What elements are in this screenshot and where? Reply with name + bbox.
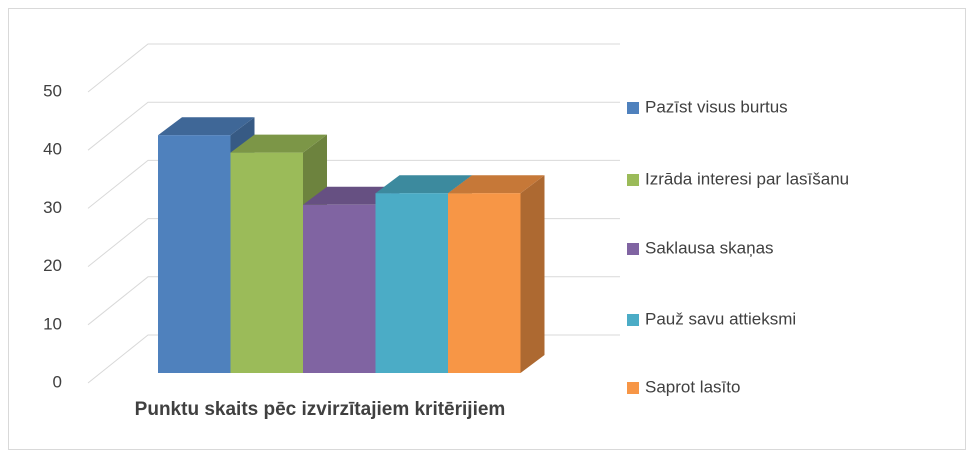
bar-top [375,175,472,194]
legend-label: Pauž savu attieksmi [645,309,796,328]
bar-top [303,186,400,205]
y-tick-label: 30 [43,198,62,217]
bar-front [158,135,231,373]
grid-line [87,101,620,151]
grid-line [87,159,620,209]
bar [448,175,545,373]
legend-swatch [627,174,639,186]
legend-swatch [627,243,639,255]
bar-top [448,175,545,194]
legend-label: Saklausa skaņas [645,238,774,257]
bar-front [303,204,376,373]
legend-swatch [627,102,639,114]
bar-side [520,175,545,373]
bar-top [158,117,255,136]
legend-label: Saprot lasīto [645,377,740,396]
legend-label: Pazīst visus burtus [645,97,788,116]
y-tick-label: 40 [43,140,62,159]
legend-swatch [627,314,639,326]
bar-front [230,152,303,373]
grid-line [87,43,620,93]
bar-top [230,134,327,153]
bar-front [375,193,448,373]
y-tick-label: 10 [43,314,62,333]
legend-swatch [627,382,639,394]
y-tick-label: 20 [43,256,62,275]
bar-front [448,193,521,373]
x-axis-label: Punktu skaits pēc izvirzītajiem kritērij… [135,399,506,420]
legend-label: Izrāda interesi par lasīšanu [645,169,849,188]
y-tick-label: 0 [53,372,62,391]
y-tick-label: 50 [43,81,62,100]
